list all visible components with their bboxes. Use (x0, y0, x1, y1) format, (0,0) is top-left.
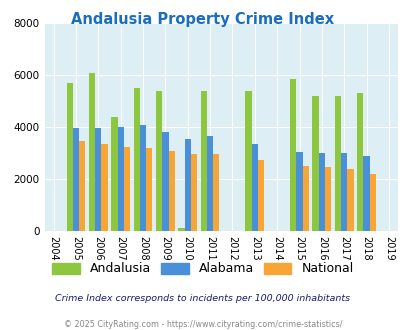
Bar (213, 154, 219, 231)
Bar (334, 96, 340, 231)
Text: © 2025 CityRating.com - https://www.cityrating.com/crime-statistics/: © 2025 CityRating.com - https://www.city… (64, 320, 341, 329)
Bar (101, 144, 107, 231)
Bar (356, 93, 362, 231)
Bar (89, 73, 95, 231)
Bar (257, 160, 264, 231)
Bar (296, 152, 302, 231)
Bar (162, 132, 168, 231)
Bar (146, 148, 152, 231)
Bar (318, 153, 324, 231)
Bar (178, 228, 184, 231)
Bar (156, 91, 162, 231)
Bar (251, 144, 257, 231)
Bar (200, 91, 207, 231)
Bar (290, 79, 296, 231)
Bar (190, 154, 197, 231)
Bar (245, 91, 251, 231)
Bar (302, 166, 308, 231)
Bar (117, 126, 124, 231)
Text: Crime Index corresponds to incidents per 100,000 inhabitants: Crime Index corresponds to incidents per… (55, 294, 350, 303)
Bar (168, 151, 174, 231)
Bar (369, 174, 375, 231)
Bar (79, 141, 85, 231)
Bar (111, 117, 117, 231)
Bar (124, 147, 130, 231)
Bar (72, 128, 79, 231)
Bar (133, 87, 140, 231)
Bar (66, 83, 72, 231)
Bar (324, 167, 330, 231)
Bar (340, 153, 347, 231)
Bar (140, 125, 146, 231)
Bar (362, 156, 369, 231)
Bar (347, 169, 353, 231)
Bar (95, 128, 101, 231)
Bar (207, 136, 213, 231)
Bar (184, 139, 190, 231)
Text: Andalusia Property Crime Index: Andalusia Property Crime Index (71, 12, 334, 26)
Legend: Andalusia, Alabama, National: Andalusia, Alabama, National (49, 259, 356, 279)
Bar (312, 96, 318, 231)
